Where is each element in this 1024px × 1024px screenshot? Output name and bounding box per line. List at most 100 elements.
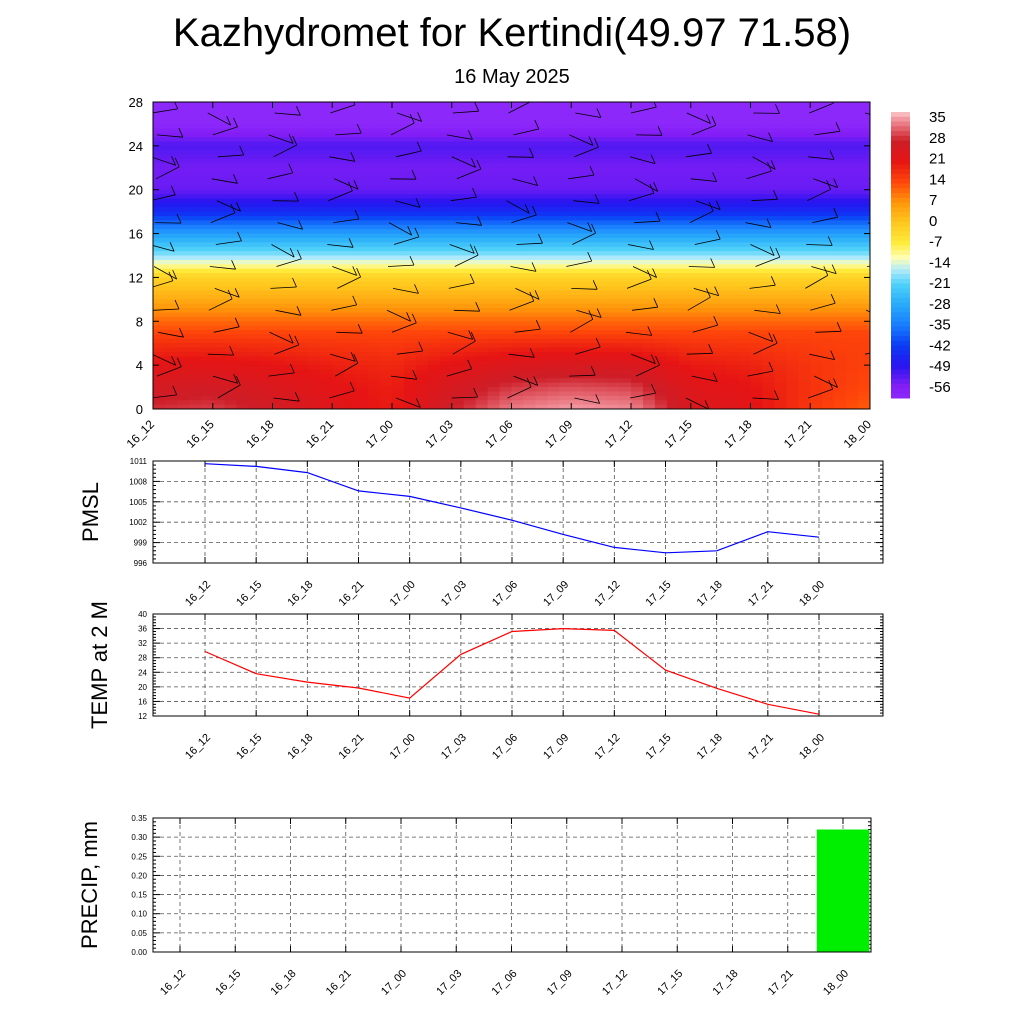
heatmap-cell <box>846 119 859 125</box>
heatmap-cell <box>846 167 859 173</box>
heatmap-cell <box>619 216 632 222</box>
wind-barb <box>393 236 420 245</box>
heatmap-cell <box>690 229 704 235</box>
heatmap-cell <box>654 281 668 287</box>
wind-barb-flag <box>831 264 837 274</box>
heatmap-cell <box>583 255 596 261</box>
heatmap-cell <box>786 251 799 257</box>
heatmap-cell <box>678 268 692 274</box>
heatmap-cell <box>619 194 632 200</box>
y-tick-label: 8 <box>136 314 143 329</box>
heatmap-cell <box>427 167 441 173</box>
heatmap-cell <box>200 334 214 340</box>
heatmap-cell <box>559 176 572 182</box>
heatmap-cell <box>451 246 465 252</box>
heatmap-cell <box>344 115 357 121</box>
heatmap-cell <box>595 360 608 366</box>
heatmap-cell <box>153 281 166 287</box>
heatmap-cell <box>511 229 525 235</box>
heatmap-cell <box>200 347 214 353</box>
heatmap-cell <box>212 159 226 164</box>
heatmap-cell <box>332 395 345 401</box>
heatmap-cell <box>344 233 357 239</box>
heatmap-cell <box>762 264 775 270</box>
heatmap-cell <box>344 176 357 182</box>
heatmap-cell <box>642 110 656 116</box>
heatmap-cell <box>356 360 369 366</box>
heatmap-cell <box>595 290 608 296</box>
heatmap-cell <box>332 137 345 143</box>
heatmap-cell <box>738 387 752 393</box>
heatmap-cell <box>738 128 752 134</box>
heatmap-cell <box>212 128 226 134</box>
heatmap-cell <box>559 373 572 379</box>
heatmap-cell <box>320 360 333 366</box>
heatmap-cell <box>260 264 274 270</box>
heatmap-cell <box>595 347 608 353</box>
heatmap-cell <box>666 294 680 300</box>
heatmap-cell <box>439 194 453 200</box>
heatmap-cell <box>619 259 632 265</box>
heatmap-cell <box>642 159 656 164</box>
heatmap-cell <box>774 216 787 222</box>
heatmap-cell <box>164 351 178 357</box>
heatmap-cell <box>451 400 465 406</box>
heatmap-cell <box>846 273 859 279</box>
wind-barb <box>576 309 602 318</box>
heatmap-cell <box>786 259 799 265</box>
temp-2m-frame <box>152 613 884 717</box>
heatmap-cell <box>272 343 286 349</box>
heatmap-cell <box>451 145 465 151</box>
heatmap-cell <box>547 347 560 353</box>
heatmap-cell <box>798 237 811 243</box>
heatmap-cell <box>607 242 620 248</box>
heatmap-cell <box>846 128 859 134</box>
heatmap-cell <box>834 290 847 296</box>
heatmap-cell <box>260 145 274 151</box>
heatmap-cell <box>224 360 238 366</box>
heatmap-cell <box>188 334 202 340</box>
heatmap-cell <box>344 338 357 344</box>
wind-barb-flag <box>298 220 303 230</box>
heatmap-cell <box>631 102 644 107</box>
heatmap-cell <box>356 202 369 208</box>
heatmap-cell <box>762 172 775 178</box>
colorbar-swatch <box>891 116 910 123</box>
heatmap-cell <box>320 154 333 160</box>
heatmap-cell <box>511 211 525 217</box>
heatmap-cell <box>846 145 859 151</box>
heatmap-cell <box>320 268 333 274</box>
heatmap-cell <box>571 382 584 388</box>
colorbar-swatch <box>891 312 910 318</box>
heatmap-cell <box>798 145 811 151</box>
heatmap-cell <box>260 106 274 112</box>
heatmap-cell <box>738 391 752 397</box>
heatmap-cell <box>571 277 584 283</box>
heatmap-cell <box>547 224 560 230</box>
heatmap-cell <box>356 246 369 252</box>
heatmap-cell <box>583 356 596 362</box>
heatmap-cell <box>858 378 870 384</box>
heatmap-cell <box>834 294 847 300</box>
heatmap-cell <box>272 356 286 362</box>
heatmap-cell <box>368 325 381 331</box>
wind-barb <box>687 296 711 311</box>
heatmap-cell <box>176 365 190 371</box>
heatmap-cell <box>654 369 668 375</box>
heatmap-cell <box>260 382 274 388</box>
heatmap-cell <box>284 343 297 349</box>
heatmap-cell <box>738 286 752 292</box>
heatmap-cell <box>212 378 226 384</box>
heatmap-cell <box>822 373 835 379</box>
y-tick-label: 32 <box>138 639 147 648</box>
wind-barb-flag <box>234 317 240 327</box>
heatmap-cell <box>846 102 859 107</box>
heatmap-cell <box>200 207 214 213</box>
wind-barb <box>336 331 363 334</box>
heatmap-cell <box>188 159 202 164</box>
heatmap-cell <box>762 395 775 401</box>
heatmap-cell <box>296 145 309 151</box>
heatmap-cell <box>654 308 668 314</box>
